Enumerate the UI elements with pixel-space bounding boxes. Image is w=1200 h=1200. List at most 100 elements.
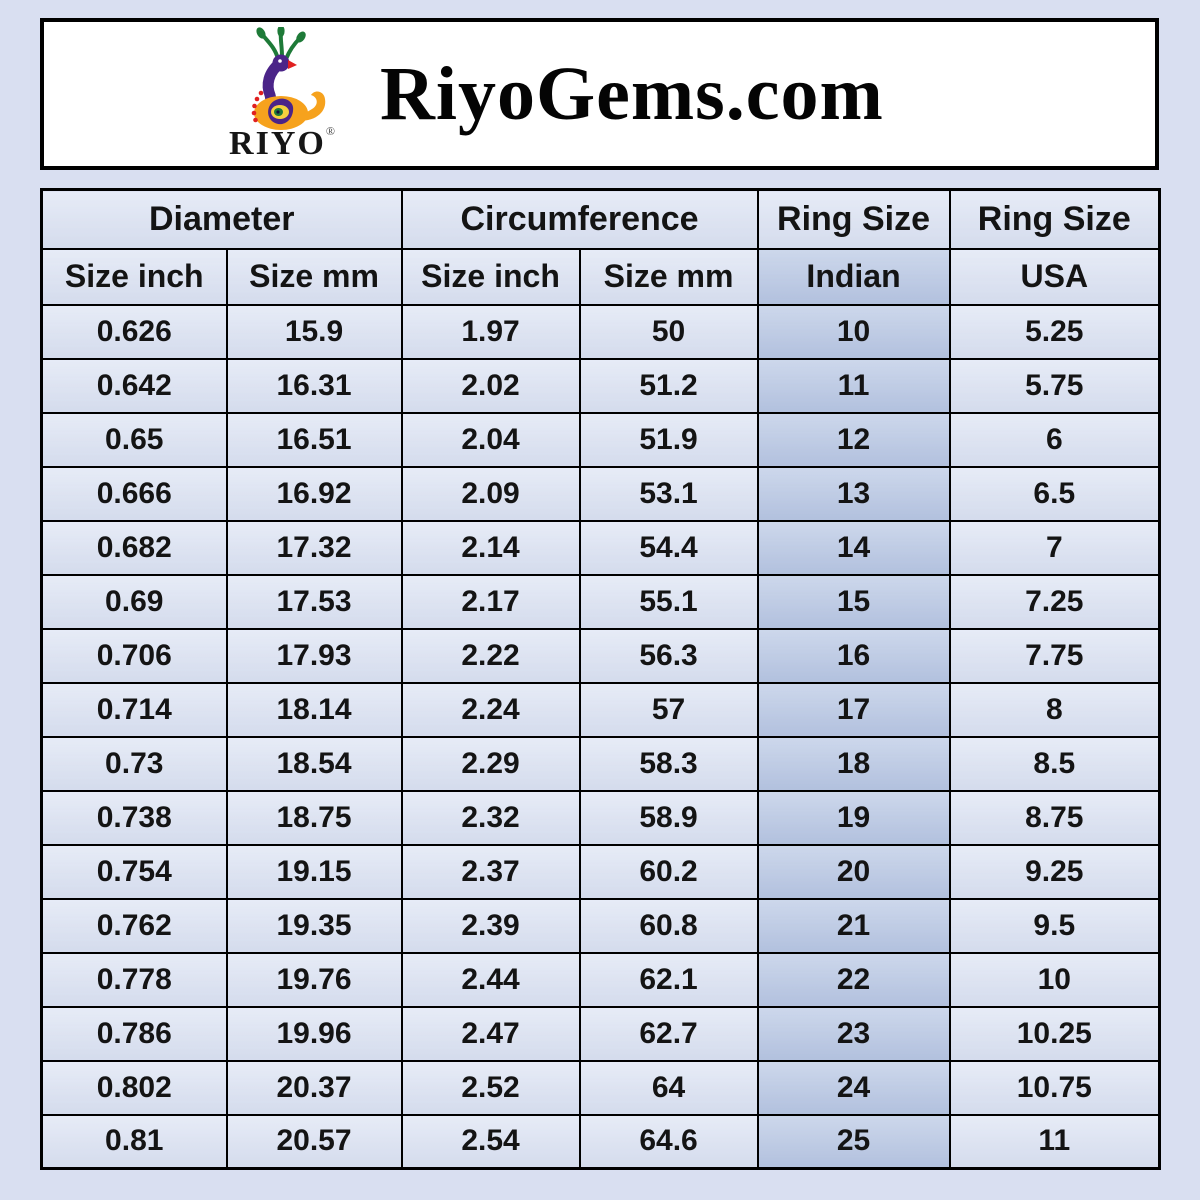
cell-usa: 7 [948,519,1161,576]
cell-indian: 20 [756,843,951,900]
table-row: 0.786 19.96 2.47 62.7 23 10.25 [40,1005,1161,1062]
cell-size-mm: 58.9 [578,789,759,846]
cell-size-mm: 50 [578,303,759,360]
cell-indian: 14 [756,519,951,576]
site-title: RiyoGems.com [380,51,884,136]
cell-size-mm: 51.9 [578,411,759,468]
table-row: 0.69 17.53 2.17 55.1 15 7.25 [40,573,1161,630]
column-group-diameter-0: Diameter [40,188,403,250]
cell-indian: 12 [756,411,951,468]
cell-size-inch: 0.65 [40,411,228,468]
cell-size-mm: 64 [578,1059,759,1116]
cell-usa: 5.75 [948,357,1161,414]
table-row: 0.81 20.57 2.54 64.6 25 11 [40,1113,1161,1170]
cell-indian: 15 [756,573,951,630]
table-row: 0.682 17.32 2.14 54.4 14 7 [40,519,1161,576]
cell-indian: 21 [756,897,951,954]
column-group-ring-size-3: Ring Size [948,188,1161,250]
cell-usa: 7.25 [948,573,1161,630]
cell-size-inch: 0.682 [40,519,228,576]
cell-indian: 16 [756,627,951,684]
cell-usa: 11 [948,1113,1161,1170]
column-header-indian-4: Indian [756,247,951,306]
peacock-logo-icon [251,27,326,130]
brand-header: RIYO ® RiyoGems.com [40,18,1159,170]
table-row: 0.714 18.14 2.24 57 17 8 [40,681,1161,738]
cell-size-mm: 20.37 [225,1059,403,1116]
sub-header-row: Size inch Size mm Size inch Size mm Indian US… [40,247,1161,306]
cell-indian: 18 [756,735,951,792]
cell-size-mm: 18.75 [225,789,403,846]
cell-size-mm: 16.92 [225,465,403,522]
cell-size-mm: 64.6 [578,1113,759,1170]
cell-size-inch: 2.04 [400,411,581,468]
cell-size-mm: 19.76 [225,951,403,1008]
table-body: 0.626 15.9 1.97 50 10 5.25 0.642 16.31 2.02 51.2 1… [40,303,1161,1170]
column-header-size-mm-1: Size mm [225,247,403,306]
cell-usa: 10 [948,951,1161,1008]
table-row: 0.626 15.9 1.97 50 10 5.25 [40,303,1161,360]
cell-usa: 7.75 [948,627,1161,684]
table-row: 0.706 17.93 2.22 56.3 16 7.75 [40,627,1161,684]
cell-usa: 9.5 [948,897,1161,954]
cell-size-mm: 58.3 [578,735,759,792]
cell-size-inch: 2.29 [400,735,581,792]
cell-size-inch: 2.09 [400,465,581,522]
cell-size-inch: 2.17 [400,573,581,630]
column-header-usa-5: USA [948,247,1161,306]
cell-usa: 6.5 [948,465,1161,522]
cell-size-inch: 0.73 [40,735,228,792]
cell-size-inch: 0.706 [40,627,228,684]
cell-indian: 24 [756,1059,951,1116]
column-header-size-inch-2: Size inch [400,247,581,306]
cell-usa: 6 [948,411,1161,468]
cell-indian: 25 [756,1113,951,1170]
cell-indian: 22 [756,951,951,1008]
cell-size-inch: 2.44 [400,951,581,1008]
cell-indian: 19 [756,789,951,846]
cell-size-inch: 0.666 [40,465,228,522]
cell-size-mm: 57 [578,681,759,738]
riyo-logo: RIYO ® [202,27,362,161]
cell-indian: 10 [756,303,951,360]
cell-size-mm: 18.14 [225,681,403,738]
cell-size-mm: 16.51 [225,411,403,468]
cell-size-inch: 2.39 [400,897,581,954]
cell-indian: 13 [756,465,951,522]
cell-size-mm: 51.2 [578,357,759,414]
cell-size-mm: 18.54 [225,735,403,792]
cell-size-mm: 62.1 [578,951,759,1008]
cell-usa: 8 [948,681,1161,738]
cell-usa: 8.75 [948,789,1161,846]
cell-size-inch: 0.626 [40,303,228,360]
cell-size-mm: 54.4 [578,519,759,576]
cell-size-mm: 16.31 [225,357,403,414]
ring-size-table: Diameter Circumference Ring Size Ring Size … [40,188,1162,1170]
cell-size-mm: 60.8 [578,897,759,954]
cell-size-inch: 0.81 [40,1113,228,1170]
table-row: 0.73 18.54 2.29 58.3 18 8.5 [40,735,1161,792]
cell-size-inch: 2.52 [400,1059,581,1116]
cell-size-inch: 2.32 [400,789,581,846]
cell-size-mm: 62.7 [578,1005,759,1062]
cell-size-mm: 60.2 [578,843,759,900]
cell-size-mm: 15.9 [225,303,403,360]
logo-wordmark: RIYO [229,125,326,162]
cell-size-mm: 19.96 [225,1005,403,1062]
cell-size-inch: 2.47 [400,1005,581,1062]
table-row: 0.754 19.15 2.37 60.2 20 9.25 [40,843,1161,900]
table-row: 0.642 16.31 2.02 51.2 11 5.75 [40,357,1161,414]
cell-size-inch: 2.14 [400,519,581,576]
column-header-size-inch-0: Size inch [40,247,228,306]
cell-usa: 10.25 [948,1005,1161,1062]
cell-size-inch: 0.714 [40,681,228,738]
cell-indian: 17 [756,681,951,738]
cell-size-mm: 19.35 [225,897,403,954]
column-group-ring-size-2: Ring Size [756,188,951,250]
table-row: 0.762 19.35 2.39 60.8 21 9.5 [40,897,1161,954]
table-row: 0.738 18.75 2.32 58.9 19 8.75 [40,789,1161,846]
cell-size-mm: 17.32 [225,519,403,576]
table-row: 0.778 19.76 2.44 62.1 22 10 [40,951,1161,1008]
cell-size-inch: 2.24 [400,681,581,738]
